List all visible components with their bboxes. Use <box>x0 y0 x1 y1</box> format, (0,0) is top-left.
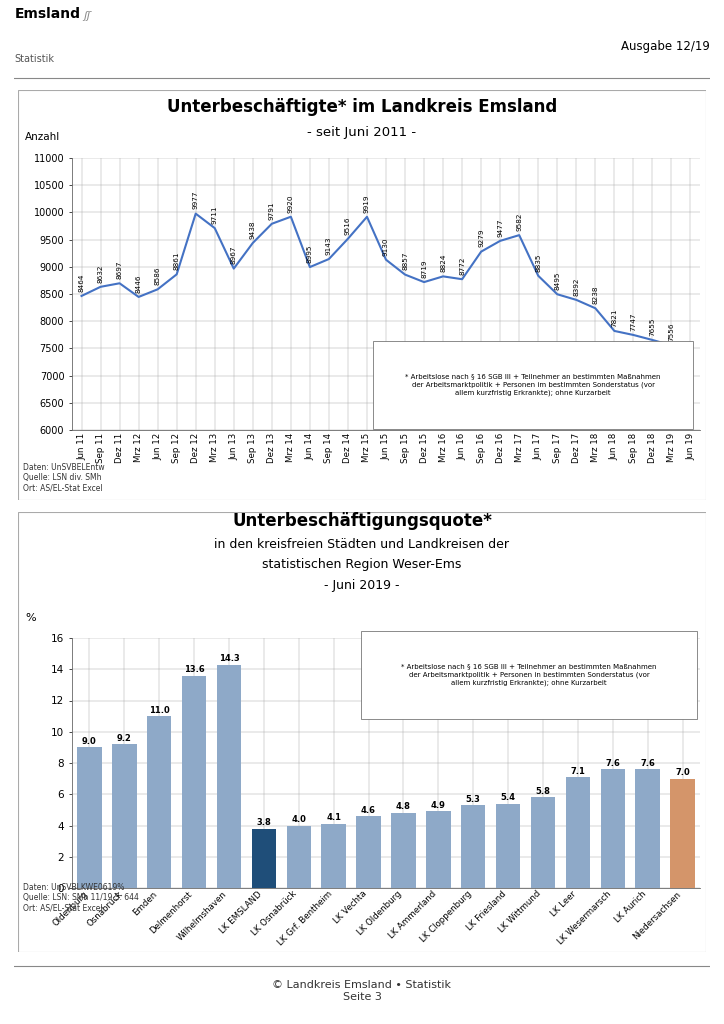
Text: © Landkreis Emsland • Statistik
Seite 3: © Landkreis Emsland • Statistik Seite 3 <box>272 980 452 1001</box>
Text: 8697: 8697 <box>117 261 122 280</box>
Text: Ausgabe 12/19: Ausgabe 12/19 <box>620 40 710 53</box>
Bar <box>461 805 485 888</box>
Text: in den kreisfreien Städten und Landkreisen der: in den kreisfreien Städten und Landkreis… <box>214 538 510 551</box>
Text: 8857: 8857 <box>402 252 408 270</box>
Text: 7.1: 7.1 <box>571 767 585 775</box>
Bar <box>496 804 521 888</box>
Text: 8835: 8835 <box>535 253 542 271</box>
Text: 8772: 8772 <box>459 257 465 275</box>
Bar <box>182 676 206 888</box>
Text: 14.3: 14.3 <box>219 654 240 663</box>
Text: 7.6: 7.6 <box>605 759 620 768</box>
Text: 9279: 9279 <box>478 229 484 248</box>
FancyBboxPatch shape <box>374 341 693 429</box>
Bar <box>112 744 137 888</box>
Text: * Arbeitslose nach § 16 SGB III + Teilnehmer an bestimmten Maßnahmen
der Arbeits: * Arbeitslose nach § 16 SGB III + Teilne… <box>405 374 661 396</box>
Text: Unterbeschäftigte* im Landkreis Emsland: Unterbeschäftigte* im Landkreis Emsland <box>167 98 557 117</box>
Text: - Juni 2019 -: - Juni 2019 - <box>324 580 400 592</box>
Text: 9791: 9791 <box>269 201 275 219</box>
Text: 3.8: 3.8 <box>256 818 272 827</box>
Bar <box>216 665 241 888</box>
Text: 9.2: 9.2 <box>117 733 132 742</box>
Text: * Arbeitslose nach § 16 SGB III + Teilnehmer an bestimmten Maßnahmen
der Arbeits: * Arbeitslose nach § 16 SGB III + Teilne… <box>401 664 657 686</box>
Bar <box>287 825 311 888</box>
Text: Statistik: Statistik <box>14 54 54 65</box>
Bar <box>356 816 381 888</box>
Text: 9130: 9130 <box>383 238 389 256</box>
Text: 13.6: 13.6 <box>184 665 204 674</box>
Text: 8861: 8861 <box>174 252 180 270</box>
Text: 4.6: 4.6 <box>361 806 376 814</box>
Text: 7655: 7655 <box>649 317 655 336</box>
Text: 4.1: 4.1 <box>327 813 341 822</box>
Text: 9516: 9516 <box>345 216 351 234</box>
Text: 8392: 8392 <box>573 278 579 296</box>
Text: 5.3: 5.3 <box>466 795 481 804</box>
Text: 4.8: 4.8 <box>396 803 411 811</box>
Text: 7.6: 7.6 <box>640 759 655 768</box>
Text: 8995: 8995 <box>307 245 313 263</box>
Text: Daten: UnSVBLKWE0619%
Quelle: LSN: SMh 11/19 S. 644
Ort: AS/EL-Stat Excel: Daten: UnSVBLKWE0619% Quelle: LSN: SMh 1… <box>23 883 139 912</box>
Bar <box>391 813 416 888</box>
Bar <box>321 824 346 888</box>
Text: 8495: 8495 <box>555 271 560 290</box>
Text: statistischen Region Weser-Ems: statistischen Region Weser-Ems <box>262 558 462 571</box>
Text: 9920: 9920 <box>288 195 294 213</box>
FancyBboxPatch shape <box>18 90 706 500</box>
Text: 8632: 8632 <box>98 264 104 283</box>
Text: 7556: 7556 <box>668 323 675 341</box>
Text: 8586: 8586 <box>155 266 161 285</box>
FancyBboxPatch shape <box>361 631 696 719</box>
Text: ʃʃ: ʃʃ <box>83 11 90 22</box>
Text: %: % <box>25 613 35 623</box>
Bar <box>531 798 555 888</box>
Text: 9143: 9143 <box>326 237 332 255</box>
Text: Unterbeschäftigungsquote*: Unterbeschäftigungsquote* <box>232 512 492 530</box>
Text: 8719: 8719 <box>421 259 427 278</box>
Text: 9438: 9438 <box>250 220 256 239</box>
Text: 9582: 9582 <box>516 212 522 231</box>
Bar <box>565 777 590 888</box>
Text: Emsland: Emsland <box>14 7 80 22</box>
Text: 9.0: 9.0 <box>82 737 97 745</box>
Bar <box>77 748 101 888</box>
Text: 8824: 8824 <box>440 254 446 272</box>
Text: 8446: 8446 <box>135 274 142 293</box>
Text: 5.4: 5.4 <box>500 793 515 802</box>
Text: 8967: 8967 <box>231 246 237 264</box>
Text: 7821: 7821 <box>611 308 618 327</box>
Text: 7.0: 7.0 <box>675 768 690 777</box>
Text: 11.0: 11.0 <box>149 706 169 715</box>
Text: 9711: 9711 <box>211 206 218 224</box>
Bar <box>252 828 276 888</box>
Bar <box>636 769 660 888</box>
Text: 8238: 8238 <box>592 286 598 304</box>
Text: 8464: 8464 <box>78 273 85 292</box>
Text: Daten: UnSVBELEntw
Quelle: LSN div. SMh
Ort: AS/EL-Stat Excel: Daten: UnSVBELEntw Quelle: LSN div. SMh … <box>23 463 105 493</box>
Text: 9919: 9919 <box>364 195 370 213</box>
Bar <box>147 716 172 888</box>
Text: 9977: 9977 <box>193 191 198 210</box>
Text: 4.9: 4.9 <box>431 801 446 810</box>
Text: 7144: 7144 <box>688 345 694 364</box>
Text: 9477: 9477 <box>497 218 503 237</box>
Text: Anzahl: Anzahl <box>25 132 60 141</box>
Text: - seit Juni 2011 -: - seit Juni 2011 - <box>308 126 416 138</box>
Text: 4.0: 4.0 <box>291 815 306 824</box>
Bar <box>601 769 625 888</box>
Bar <box>426 811 450 888</box>
Bar <box>670 778 695 888</box>
Text: 5.8: 5.8 <box>536 786 550 796</box>
FancyBboxPatch shape <box>18 512 706 952</box>
Text: 7747: 7747 <box>631 312 636 331</box>
